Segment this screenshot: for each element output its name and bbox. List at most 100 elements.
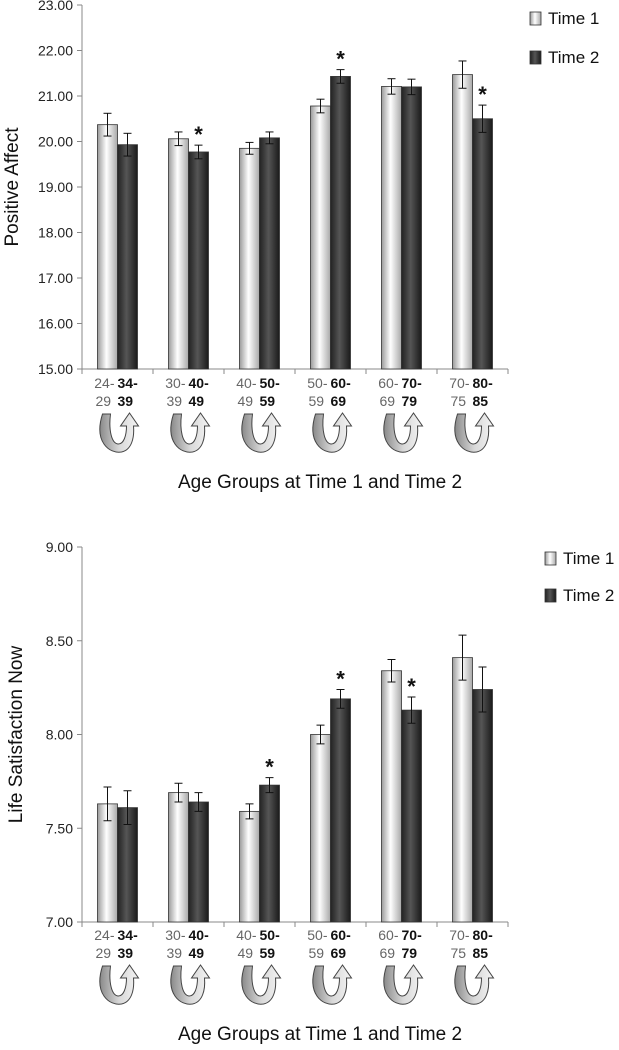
significance-asterisk: * bbox=[336, 667, 345, 692]
bar-time2 bbox=[259, 137, 280, 370]
transition-arrow-icon bbox=[241, 964, 282, 1005]
y-tick-label: 15.00 bbox=[38, 361, 73, 377]
category-label-time1: 50- bbox=[307, 375, 328, 391]
category-label-time2: 34- bbox=[118, 927, 139, 943]
bar-time2 bbox=[188, 151, 209, 370]
significance-asterisk: * bbox=[336, 47, 345, 72]
legend-swatch-time2 bbox=[529, 50, 542, 65]
positive-affect-chart: 15.00 16.00 17.00 18.00 19.00 20.00 21.00 22.00… bbox=[2, 0, 599, 493]
y-tick-label: 18.00 bbox=[38, 225, 73, 241]
category-label-time2: 40- bbox=[189, 927, 210, 943]
bar-time1 bbox=[452, 657, 473, 923]
category-label-time1: 75 bbox=[451, 393, 467, 409]
y-tick-label: 8.50 bbox=[46, 633, 73, 649]
y-tick-label: 22.00 bbox=[38, 43, 73, 59]
category-label-time1: 59 bbox=[309, 393, 325, 409]
category-label-time2: 79 bbox=[402, 393, 418, 409]
y-tick-label: 9.00 bbox=[46, 539, 73, 555]
transition-arrow-icon bbox=[383, 412, 424, 453]
transition-arrow-icon bbox=[99, 412, 140, 453]
category-label-time2: 69 bbox=[331, 393, 347, 409]
bar-time2 bbox=[330, 76, 351, 370]
transition-arrow-icon bbox=[99, 964, 140, 1005]
category-label-time2: 60- bbox=[331, 375, 352, 391]
category-label-time1: 59 bbox=[309, 945, 325, 961]
legend-swatch-time1 bbox=[544, 551, 557, 566]
legend-swatch-time1 bbox=[529, 11, 542, 26]
category-label-time2: 39 bbox=[118, 393, 134, 409]
significance-asterisk: * bbox=[265, 755, 274, 780]
category-label-time2: 85 bbox=[473, 393, 489, 409]
significance-asterisk: * bbox=[478, 82, 487, 107]
category-label-time1: 70- bbox=[449, 927, 470, 943]
category-label-time2: 80- bbox=[473, 927, 494, 943]
bar-time1 bbox=[381, 670, 402, 923]
y-tick-label: 8.00 bbox=[46, 727, 73, 743]
transition-arrow-icon bbox=[383, 964, 424, 1005]
bar-time1 bbox=[239, 147, 260, 370]
y-tick-label: 17.00 bbox=[38, 270, 73, 286]
transition-arrow-icon bbox=[312, 964, 353, 1005]
category-label-time1: 49 bbox=[238, 393, 254, 409]
category-label-time2: 60- bbox=[331, 927, 352, 943]
legend-swatch-time2 bbox=[544, 588, 557, 603]
category-label-time2: 40- bbox=[189, 375, 210, 391]
category-label-time1: 29 bbox=[96, 393, 112, 409]
legend-label-time1: Time 1 bbox=[563, 549, 614, 568]
category-label-time1: 70- bbox=[449, 375, 470, 391]
category-label-time2: 49 bbox=[189, 945, 205, 961]
transition-arrow-icon bbox=[454, 964, 495, 1005]
transition-arrow-icon bbox=[170, 964, 211, 1005]
category-label-time1: 69 bbox=[380, 945, 396, 961]
y-tick-label: 19.00 bbox=[38, 179, 73, 195]
bar-time2 bbox=[472, 118, 493, 370]
category-label-time2: 69 bbox=[331, 945, 347, 961]
category-label-time2: 70- bbox=[402, 375, 423, 391]
legend-label-time1: Time 1 bbox=[548, 9, 599, 28]
legend: Time 1 Time 2 bbox=[544, 549, 614, 605]
category-label-time1: 24- bbox=[94, 375, 115, 391]
bar-time2 bbox=[401, 709, 422, 923]
bar-time1 bbox=[97, 124, 118, 370]
bar-time2 bbox=[188, 801, 209, 923]
category-label-time2: 85 bbox=[473, 945, 489, 961]
category-label-time2: 50- bbox=[260, 927, 281, 943]
category-label-time1: 39 bbox=[167, 393, 183, 409]
legend: Time 1 Time 2 bbox=[529, 9, 599, 67]
y-tick-label: 7.50 bbox=[46, 820, 73, 836]
transition-arrow-icon bbox=[454, 412, 495, 453]
category-label-time1: 69 bbox=[380, 393, 396, 409]
bar-time1 bbox=[310, 105, 331, 370]
legend-label-time2: Time 2 bbox=[563, 586, 614, 605]
bar-time2 bbox=[401, 86, 422, 370]
bar-time2 bbox=[117, 144, 138, 370]
life-satisfaction-chart: 7.00 7.50 8.00 8.50 9.00 24- 29 34- 39 30- 39 40- 49… bbox=[6, 539, 614, 1045]
bar-time2 bbox=[472, 689, 493, 923]
category-label-time1: 24- bbox=[94, 927, 115, 943]
legend-label-time2: Time 2 bbox=[548, 48, 599, 67]
significance-asterisk: * bbox=[407, 674, 416, 699]
category-label-time2: 39 bbox=[118, 945, 134, 961]
category-label-time2: 80- bbox=[473, 375, 494, 391]
bar-time1 bbox=[168, 138, 189, 370]
y-tick-label: 7.00 bbox=[46, 914, 73, 930]
bar-time1 bbox=[168, 792, 189, 923]
y-axis-title: Positive Affect bbox=[2, 127, 23, 247]
category-label-time1: 60- bbox=[378, 375, 399, 391]
category-label-time1: 75 bbox=[451, 945, 467, 961]
category-label-time2: 79 bbox=[402, 945, 418, 961]
category-label-time1: 49 bbox=[238, 945, 254, 961]
category-label-time1: 50- bbox=[307, 927, 328, 943]
y-tick-label: 23.00 bbox=[38, 0, 73, 13]
y-tick-label: 21.00 bbox=[38, 88, 73, 104]
category-label-time1: 30- bbox=[165, 375, 186, 391]
category-label-time1: 60- bbox=[378, 927, 399, 943]
category-label-time1: 29 bbox=[96, 945, 112, 961]
bar-time2 bbox=[259, 784, 280, 923]
bar-time1 bbox=[239, 810, 260, 923]
bar-time1 bbox=[381, 86, 402, 370]
category-label-time2: 49 bbox=[189, 393, 205, 409]
transition-arrow-icon bbox=[312, 412, 353, 453]
category-label-time2: 59 bbox=[260, 393, 276, 409]
